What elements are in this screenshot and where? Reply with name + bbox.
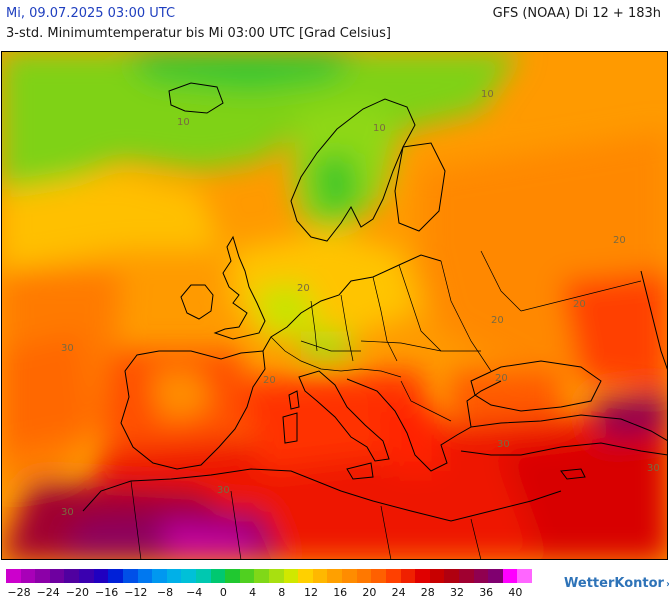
legend-tick-label: −16 <box>94 586 119 599</box>
legend-swatch <box>517 569 533 583</box>
temperature-field <box>1 51 668 560</box>
logo-mark-icon: ››› <box>666 579 669 590</box>
contour-label: 30 <box>61 343 74 354</box>
contour-label: 20 <box>573 299 586 310</box>
color-legend: −28 −24 −20 −16 −12 −8 −4 0 4 8 12 16 20 24 28 32 36 40 <box>6 569 534 599</box>
legend-swatch <box>444 569 460 583</box>
legend-swatch <box>239 569 255 583</box>
borders <box>130 250 642 560</box>
contour-label: 10 <box>481 89 494 100</box>
contour-label: 20 <box>297 283 310 294</box>
legend-tick-label: 32 <box>450 586 464 599</box>
legend-swatch <box>458 569 475 583</box>
legend-swatch <box>342 569 358 583</box>
contour-label: 30 <box>647 463 660 474</box>
legend-swatch <box>502 569 518 583</box>
legend-tick-label: −8 <box>156 586 174 599</box>
legend-swatch <box>195 569 212 583</box>
legend-tick-label: 8 <box>278 586 286 599</box>
legend-swatch <box>152 569 168 583</box>
legend-swatch <box>283 569 299 583</box>
legend-tick-label: 12 <box>304 586 318 599</box>
legend-swatch <box>225 569 241 583</box>
legend-tick-label: −4 <box>186 586 203 599</box>
contour-label: 20 <box>491 315 504 326</box>
legend-swatch <box>79 569 95 583</box>
contour-label: 30 <box>497 439 510 450</box>
legend-swatch <box>429 569 445 583</box>
legend-swatch <box>108 569 124 583</box>
contour-label: 10 <box>373 123 386 134</box>
parameter-title: 3-std. Minimumtemperatur bis Mi 03:00 UT… <box>6 26 391 41</box>
legend-swatch <box>6 569 22 583</box>
legend-swatch <box>488 569 504 583</box>
wetterkontor-logo[interactable]: WetterKontor››› <box>564 576 669 591</box>
legend-tick-label: 0 <box>219 586 227 599</box>
legend-swatch <box>93 569 109 583</box>
legend-tick-label: 4 <box>249 586 257 599</box>
legend-tick-label: 16 <box>333 586 348 599</box>
coastlines <box>82 82 668 522</box>
contour-label: 20 <box>495 373 508 384</box>
legend-swatch <box>356 569 372 583</box>
legend-swatch <box>473 569 489 583</box>
contour-label: 30 <box>61 507 74 518</box>
contour-label: 10 <box>177 117 190 128</box>
map-frame <box>1 51 668 560</box>
model-run: GFS (NOAA) Di 12 + 183h <box>492 6 661 21</box>
valid-time: Mi, 09.07.2025 03:00 UTC <box>6 6 176 21</box>
legend-swatch <box>20 569 36 583</box>
legend-tick-label: 28 <box>420 586 435 599</box>
temperature-map[interactable]: 10 10 10 20 20 20 20 20 20 30 30 30 30 3… <box>1 51 668 560</box>
legend-tick-label: −24 <box>36 586 60 599</box>
legend-swatch <box>415 569 431 583</box>
legend-swatch <box>137 569 153 583</box>
legend-swatch <box>210 569 226 583</box>
contour-label: 20 <box>613 235 626 246</box>
legend-tick-label: 20 <box>362 586 377 599</box>
legend-swatch <box>254 569 270 583</box>
contour-labels: 10 10 10 20 20 20 20 20 20 30 30 30 30 3… <box>61 89 660 518</box>
legend-swatch <box>166 569 182 583</box>
contour-label: 30 <box>217 485 230 496</box>
legend-tick-label: 24 <box>391 586 406 599</box>
legend-swatch <box>327 569 343 583</box>
legend-tick-label: −20 <box>65 586 89 599</box>
legend-swatch <box>371 569 387 583</box>
legend-swatch <box>400 569 416 583</box>
legend-swatch <box>49 569 65 583</box>
legend-tick-label: −12 <box>124 586 148 599</box>
legend-tick-label: 40 <box>508 586 523 599</box>
brand-name: WetterKontor <box>564 576 664 591</box>
legend-swatch <box>385 569 401 583</box>
legend-swatch <box>298 569 314 583</box>
legend-swatch <box>64 569 80 583</box>
legend-swatch <box>35 569 51 583</box>
contour-label: 20 <box>263 375 276 386</box>
legend-tick-label: −28 <box>7 586 31 599</box>
legend-swatch <box>269 569 285 583</box>
legend-swatch <box>122 569 138 583</box>
legend-swatch <box>312 569 328 583</box>
legend-tick-label: 36 <box>479 586 494 599</box>
legend-swatch <box>181 569 197 583</box>
